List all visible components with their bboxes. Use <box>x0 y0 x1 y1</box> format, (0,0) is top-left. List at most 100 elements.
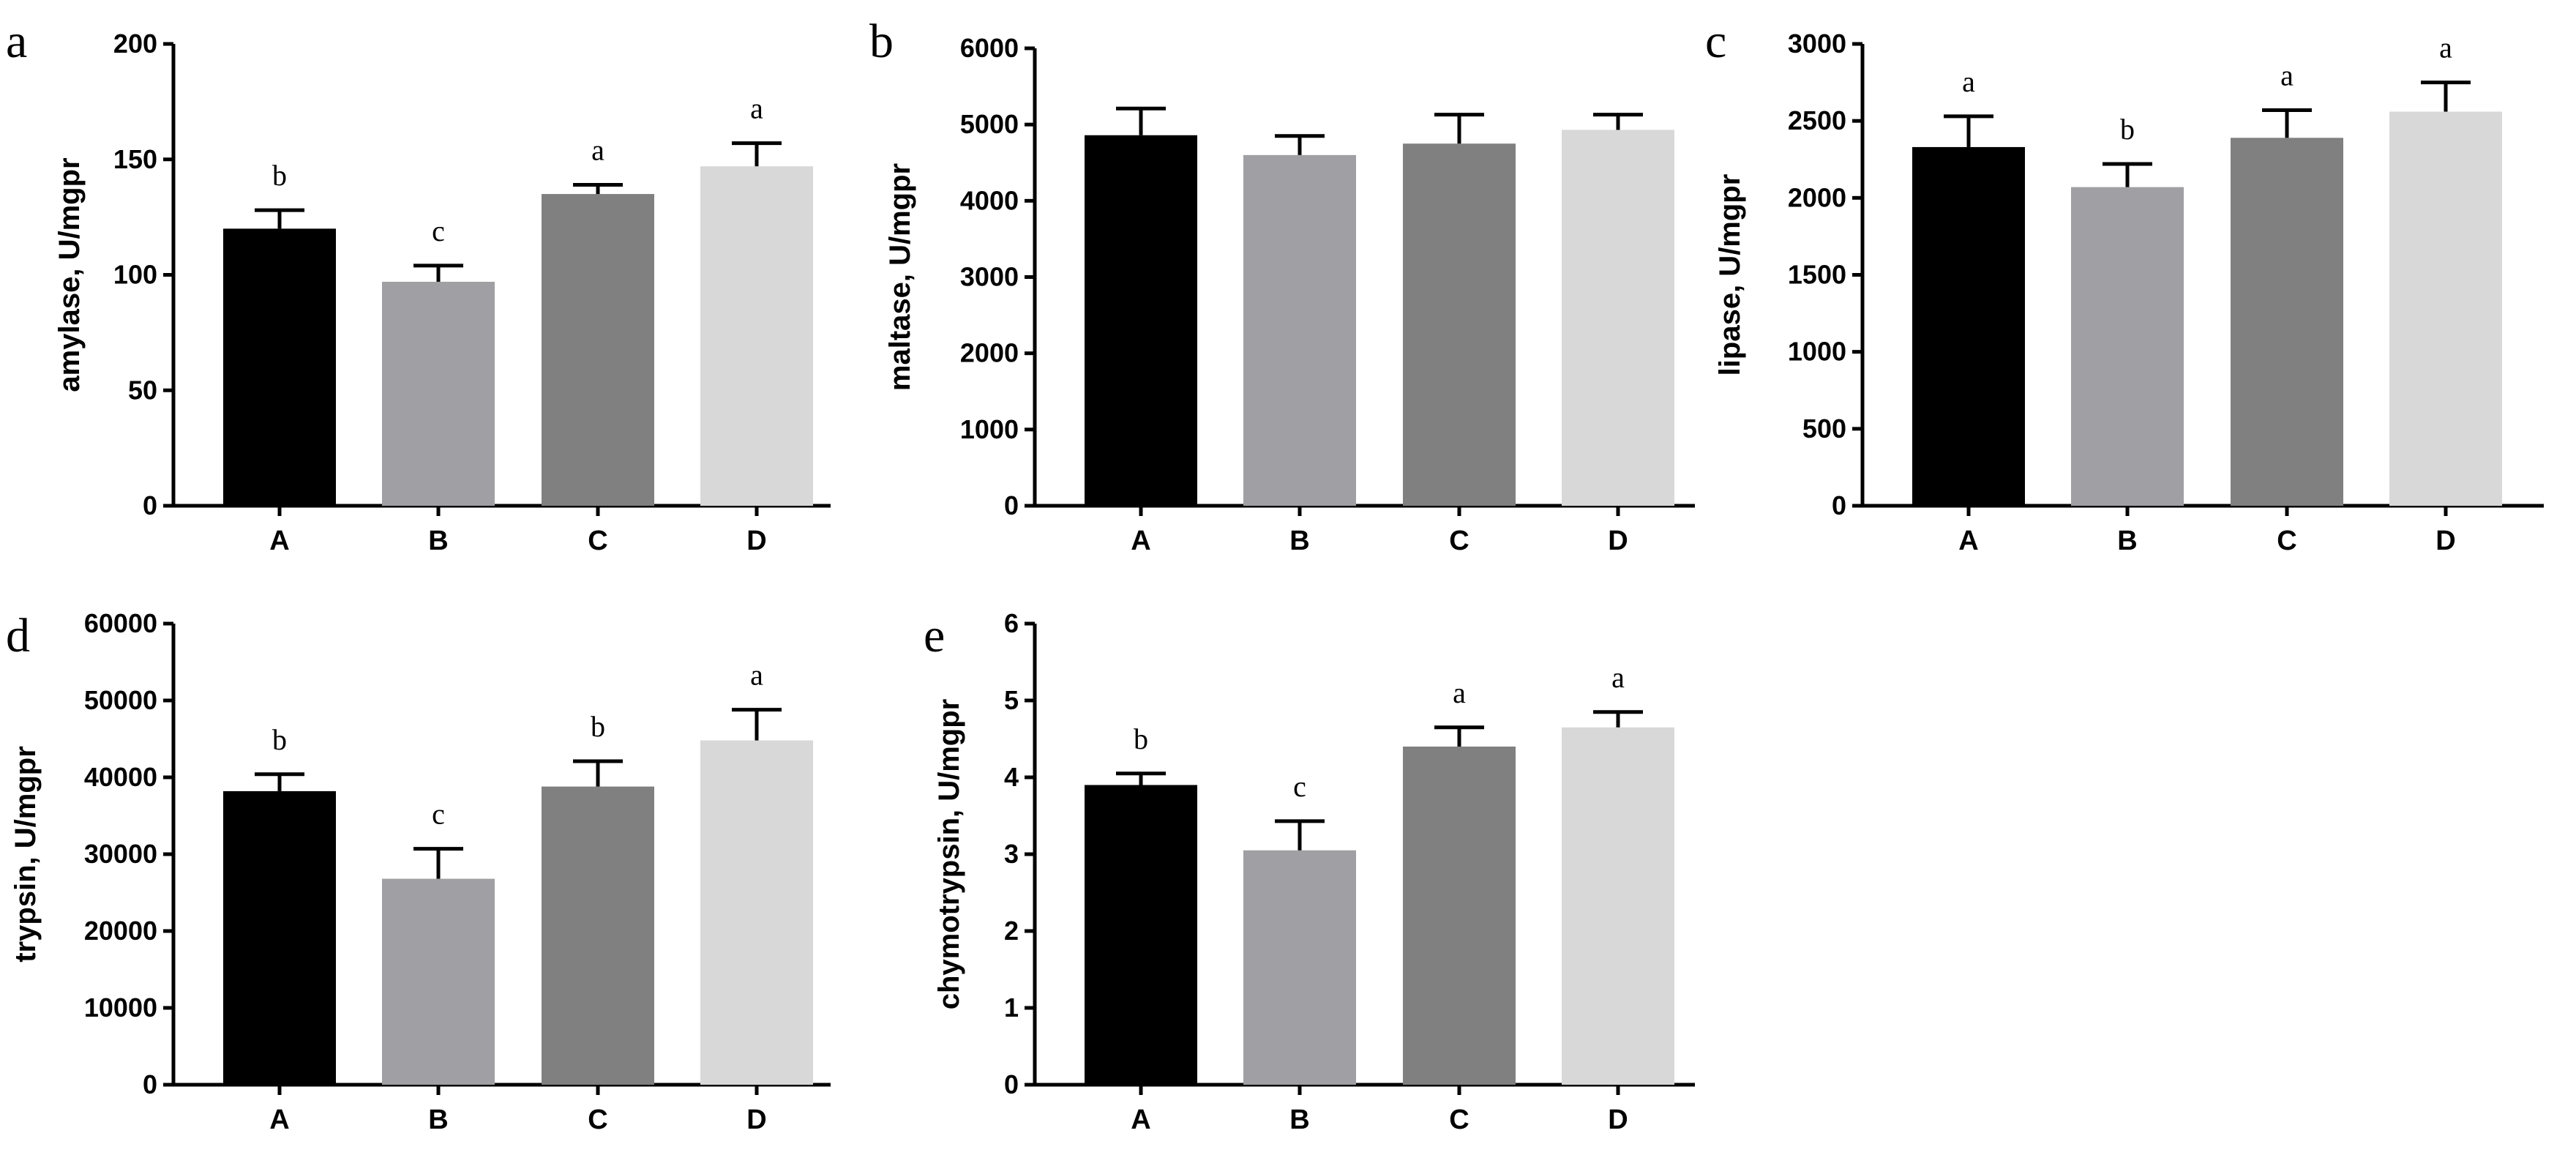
panel-letter: c <box>1705 15 1726 68</box>
bar-D <box>2389 111 2502 507</box>
panel-letter: b <box>869 15 894 68</box>
y-tick-label: 2 <box>1004 916 1019 946</box>
bar-A <box>1085 785 1197 1085</box>
y-tick-label: 4 <box>1004 762 1019 792</box>
y-tick-label: 2500 <box>1788 105 1846 135</box>
x-tick-label: C <box>1449 1104 1469 1135</box>
x-tick-label: B <box>2117 526 2137 556</box>
x-tick-label: A <box>1958 526 1978 556</box>
y-tick-label: 2000 <box>960 338 1019 368</box>
y-tick-label: 10000 <box>84 993 157 1023</box>
panel-letter: d <box>6 609 30 662</box>
bar-B <box>1243 850 1356 1085</box>
x-tick-label: B <box>428 1104 448 1135</box>
significance-letter: c <box>1293 770 1306 803</box>
panel-letter: e <box>924 609 945 662</box>
significance-letter: a <box>2439 31 2452 64</box>
significance-letter: a <box>1611 661 1625 694</box>
y-tick-label: 2000 <box>1788 182 1846 212</box>
panel-letter: a <box>6 15 27 68</box>
y-axis-title: amylase, U/mgpr <box>53 157 86 392</box>
y-tick-label: 500 <box>1802 414 1846 444</box>
x-tick-label: D <box>1608 526 1628 556</box>
significance-letter: b <box>272 723 287 756</box>
significance-letter: b <box>1134 722 1148 755</box>
bar-B <box>382 281 495 506</box>
significance-letter: a <box>750 659 763 692</box>
x-tick-label: C <box>1449 526 1469 556</box>
y-axis-title: lipase, U/mgpr <box>1714 174 1746 376</box>
y-tick-label: 30000 <box>84 839 157 869</box>
y-tick-label: 0 <box>1832 490 1846 520</box>
bar-B <box>1243 154 1356 507</box>
y-tick-label: 1000 <box>960 414 1019 444</box>
x-tick-label: C <box>588 526 607 556</box>
y-tick-label: 6000 <box>960 33 1019 63</box>
x-tick-label: C <box>2277 526 2296 556</box>
y-tick-label: 1500 <box>1788 260 1846 290</box>
y-tick-label: 0 <box>1004 490 1019 520</box>
bar-D <box>700 740 813 1085</box>
bar-D <box>1562 130 1674 507</box>
significance-letter: c <box>432 798 445 831</box>
significance-letter: a <box>591 133 604 166</box>
bar-A <box>1085 135 1197 506</box>
significance-letter: b <box>2120 113 2135 146</box>
bar-A <box>223 790 336 1085</box>
y-tick-label: 3 <box>1004 839 1019 869</box>
y-tick-label: 0 <box>143 1069 157 1099</box>
bar-A <box>223 228 336 506</box>
bar-D <box>700 166 813 506</box>
bar-C <box>2231 138 2343 506</box>
x-tick-label: D <box>746 526 766 556</box>
significance-letter: a <box>1453 676 1466 709</box>
significance-letter: c <box>432 214 445 247</box>
y-tick-label: 200 <box>113 29 157 59</box>
bar-C <box>1403 143 1516 507</box>
y-tick-label: 100 <box>113 260 157 290</box>
panel-e: e 0 1 2 3 4 5 6 chymotrypsin, U/mgpr Ab Bc Ca Da <box>924 608 1695 1135</box>
y-tick-label: 1000 <box>1788 337 1846 367</box>
significance-letter: a <box>1962 65 1975 98</box>
y-tick-label: 20000 <box>84 916 157 946</box>
y-tick-label: 6 <box>1004 608 1019 638</box>
y-tick-label: 3000 <box>960 262 1019 292</box>
y-tick-label: 5000 <box>960 109 1019 139</box>
y-tick-label: 0 <box>143 490 157 520</box>
panel-a: a 0 50 100 150 200 amylase, U/mgpr Ab Bc Ca Da <box>6 15 831 556</box>
y-tick-label: 50000 <box>84 685 157 715</box>
panel-d: d 0 10000 20000 30000 40000 50000 60000 trypsin,… <box>6 608 831 1135</box>
x-tick-label: D <box>2435 526 2455 556</box>
significance-letter: b <box>272 159 287 192</box>
bar-B <box>382 878 495 1085</box>
y-tick-label: 3000 <box>1788 29 1846 59</box>
y-tick-label: 40000 <box>84 762 157 792</box>
significance-letter: a <box>2280 59 2294 91</box>
y-axis-title: trypsin, U/mgpr <box>10 746 42 962</box>
x-tick-label: D <box>746 1104 766 1135</box>
y-tick-label: 0 <box>1004 1069 1019 1099</box>
y-tick-label: 1 <box>1004 993 1019 1023</box>
x-tick-label: A <box>1131 526 1150 556</box>
y-tick-label: 150 <box>113 144 157 174</box>
panel-c: c 0 500 1000 1500 2000 2500 3000 lipase, U/mgpr A… <box>1705 15 2544 556</box>
x-tick-label: A <box>269 526 289 556</box>
bar-B <box>2071 187 2184 507</box>
x-tick-label: B <box>428 526 448 556</box>
bar-A <box>1912 146 2025 506</box>
bar-C <box>542 194 654 506</box>
y-axis-title: chymotrypsin, U/mgpr <box>933 699 965 1010</box>
y-tick-label: 50 <box>128 375 157 405</box>
x-tick-label: C <box>588 1104 607 1135</box>
x-tick-label: A <box>1131 1104 1150 1135</box>
y-axis-title: maltase, U/mgpr <box>884 163 916 391</box>
x-tick-label: A <box>269 1104 289 1135</box>
x-tick-label: B <box>1289 526 1309 556</box>
y-tick-label: 60000 <box>84 608 157 638</box>
y-tick-label: 5 <box>1004 685 1019 715</box>
x-tick-label: B <box>1289 1104 1309 1135</box>
bar-C <box>542 786 654 1085</box>
bar-D <box>1562 727 1674 1085</box>
significance-letter: a <box>750 92 763 125</box>
